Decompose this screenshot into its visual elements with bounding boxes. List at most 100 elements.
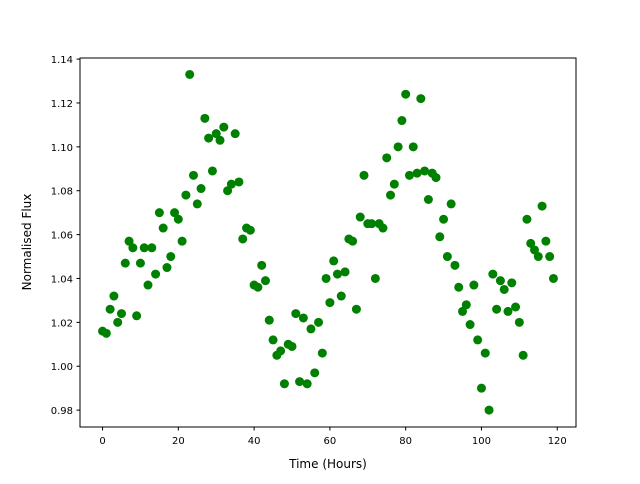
data-point (151, 269, 161, 279)
data-point (101, 328, 111, 338)
data-point (200, 113, 210, 123)
data-point (348, 236, 358, 246)
data-point (166, 252, 176, 262)
data-point (431, 173, 441, 183)
data-point (109, 291, 119, 301)
data-point (158, 223, 168, 233)
y-axis-ticks: 0.98 1.00 1.02 1.04 1.06 1.08 1.10 1.12 1.14 (51, 55, 80, 417)
data-point (128, 243, 138, 253)
data-point (170, 208, 180, 218)
data-point (317, 348, 327, 358)
data-point (503, 306, 513, 316)
data-point (548, 273, 558, 283)
data-point (260, 276, 270, 286)
data-point (257, 260, 267, 270)
data-point (423, 195, 433, 205)
data-point (537, 201, 547, 211)
data-point (473, 335, 483, 345)
y-tick-label: 0.98 (51, 406, 73, 417)
x-tick-label: 40 (248, 436, 261, 447)
data-point (314, 317, 324, 327)
data-point (367, 219, 377, 229)
data-point (105, 304, 115, 314)
data-point (192, 199, 202, 209)
data-point (526, 238, 536, 248)
data-point (533, 252, 543, 262)
data-point (340, 267, 350, 277)
data-point (230, 129, 240, 139)
data-point (522, 214, 532, 224)
data-point (207, 166, 217, 176)
y-tick-label: 1.04 (51, 274, 73, 285)
data-point (291, 309, 301, 319)
data-point (234, 177, 244, 187)
data-point (480, 348, 490, 358)
data-point (336, 291, 346, 301)
data-point (268, 335, 278, 345)
data-point (404, 170, 414, 180)
data-point (370, 273, 380, 283)
data-point (439, 214, 449, 224)
data-point (204, 133, 214, 143)
data-point (518, 350, 528, 360)
data-point (325, 298, 335, 308)
data-point (507, 278, 517, 288)
data-point (435, 232, 445, 242)
data-point (355, 212, 365, 222)
data-point (461, 300, 471, 310)
data-point (359, 170, 369, 180)
data-point (499, 284, 509, 294)
y-tick-label: 1.00 (51, 362, 73, 373)
data-point (389, 179, 399, 189)
data-point (408, 142, 418, 152)
data-point (412, 168, 422, 178)
data-point (386, 190, 396, 200)
data-point (469, 280, 479, 290)
data-point (238, 234, 248, 244)
data-point (113, 317, 123, 327)
data-point (454, 282, 464, 292)
data-point (484, 405, 494, 415)
data-point (488, 269, 498, 279)
x-tick-label: 20 (172, 436, 185, 447)
data-point (514, 317, 524, 327)
data-point (139, 243, 149, 253)
data-point (116, 309, 126, 319)
data-point (124, 236, 134, 246)
y-tick-label: 1.10 (51, 143, 73, 154)
y-tick-label: 1.12 (51, 99, 73, 110)
data-point (401, 89, 411, 99)
data-point (245, 225, 255, 235)
data-point (147, 243, 157, 253)
x-axis-ticks: 0 20 40 60 80 100 120 (99, 427, 567, 447)
y-tick-label: 1.06 (51, 231, 73, 242)
data-point (276, 346, 286, 356)
x-tick-label: 100 (472, 436, 491, 447)
data-point (306, 324, 316, 334)
data-point (298, 313, 308, 323)
x-tick-label: 60 (324, 436, 337, 447)
data-point (295, 377, 305, 387)
data-point (154, 208, 164, 218)
data-point (219, 122, 229, 132)
y-axis-label: Normalised Flux (20, 194, 34, 291)
data-point (173, 214, 183, 224)
x-axis-label: Time (Hours) (288, 457, 367, 471)
data-point (226, 179, 236, 189)
data-point (310, 368, 320, 378)
data-point (135, 258, 145, 268)
data-point (223, 186, 233, 196)
data-point (215, 135, 225, 145)
data-point (253, 282, 263, 292)
data-point (181, 190, 191, 200)
data-point (511, 302, 521, 312)
data-point (393, 142, 403, 152)
data-point (458, 306, 468, 316)
x-tick-label: 120 (548, 436, 567, 447)
data-point (188, 170, 198, 180)
axes-frame (79, 57, 577, 428)
data-point (332, 269, 342, 279)
data-point (420, 166, 430, 176)
data-point (177, 236, 187, 246)
